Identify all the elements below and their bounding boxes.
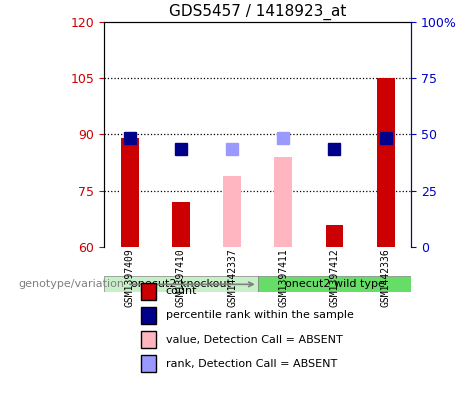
Bar — [274, 157, 292, 247]
FancyBboxPatch shape — [104, 276, 258, 292]
Bar — [377, 78, 395, 247]
Text: percentile rank within the sample: percentile rank within the sample — [165, 310, 354, 320]
Text: GSM1397410: GSM1397410 — [176, 248, 186, 307]
Text: count: count — [165, 286, 197, 296]
Text: GSM1442336: GSM1442336 — [381, 248, 390, 307]
Bar — [223, 176, 241, 247]
Text: GSM1442337: GSM1442337 — [227, 248, 237, 307]
Text: onecut2 wild type: onecut2 wild type — [284, 279, 384, 289]
FancyBboxPatch shape — [141, 307, 156, 324]
FancyBboxPatch shape — [141, 355, 156, 373]
Text: GSM1397412: GSM1397412 — [330, 248, 339, 307]
Title: GDS5457 / 1418923_at: GDS5457 / 1418923_at — [169, 4, 346, 20]
FancyBboxPatch shape — [141, 283, 156, 300]
Text: onecut2 knockout: onecut2 knockout — [131, 279, 231, 289]
FancyBboxPatch shape — [258, 276, 411, 292]
Bar — [121, 138, 139, 247]
Text: GSM1397409: GSM1397409 — [125, 248, 135, 307]
Text: value, Detection Call = ABSENT: value, Detection Call = ABSENT — [165, 334, 343, 345]
FancyBboxPatch shape — [141, 331, 156, 348]
Text: genotype/variation: genotype/variation — [18, 279, 253, 289]
Bar — [325, 224, 343, 247]
Bar — [172, 202, 190, 247]
Text: rank, Detection Call = ABSENT: rank, Detection Call = ABSENT — [165, 359, 337, 369]
Text: GSM1397411: GSM1397411 — [278, 248, 288, 307]
